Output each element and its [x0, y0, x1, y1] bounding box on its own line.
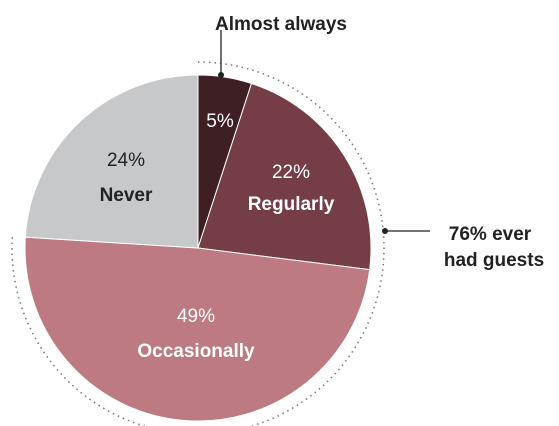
- pie-slice-regularly: [197, 82, 372, 271]
- pie-slice-never: [24, 74, 199, 249]
- pct-label-occasionally: 49%: [177, 306, 215, 327]
- cat-label-regularly: Regularly: [248, 194, 335, 215]
- ever-callout-line2: had guests: [444, 250, 544, 271]
- ever-callout-line1: 76% ever: [449, 224, 532, 245]
- almost-always-leader-dot: [218, 72, 224, 78]
- pie-slices: [24, 74, 372, 422]
- cat-label-occasionally: Occasionally: [137, 341, 255, 362]
- pct-label-almost-always: 5%: [206, 111, 234, 132]
- slice-labels: 5% 22% Regularly 49% Occasionally 24% Ne…: [100, 111, 335, 362]
- pct-label-never: 24%: [107, 150, 145, 171]
- almost-always-callout: Almost always: [215, 14, 347, 35]
- pct-label-regularly: 22%: [272, 162, 310, 183]
- pie-slice-occasionally: [24, 236, 371, 422]
- cat-label-never: Never: [100, 185, 153, 206]
